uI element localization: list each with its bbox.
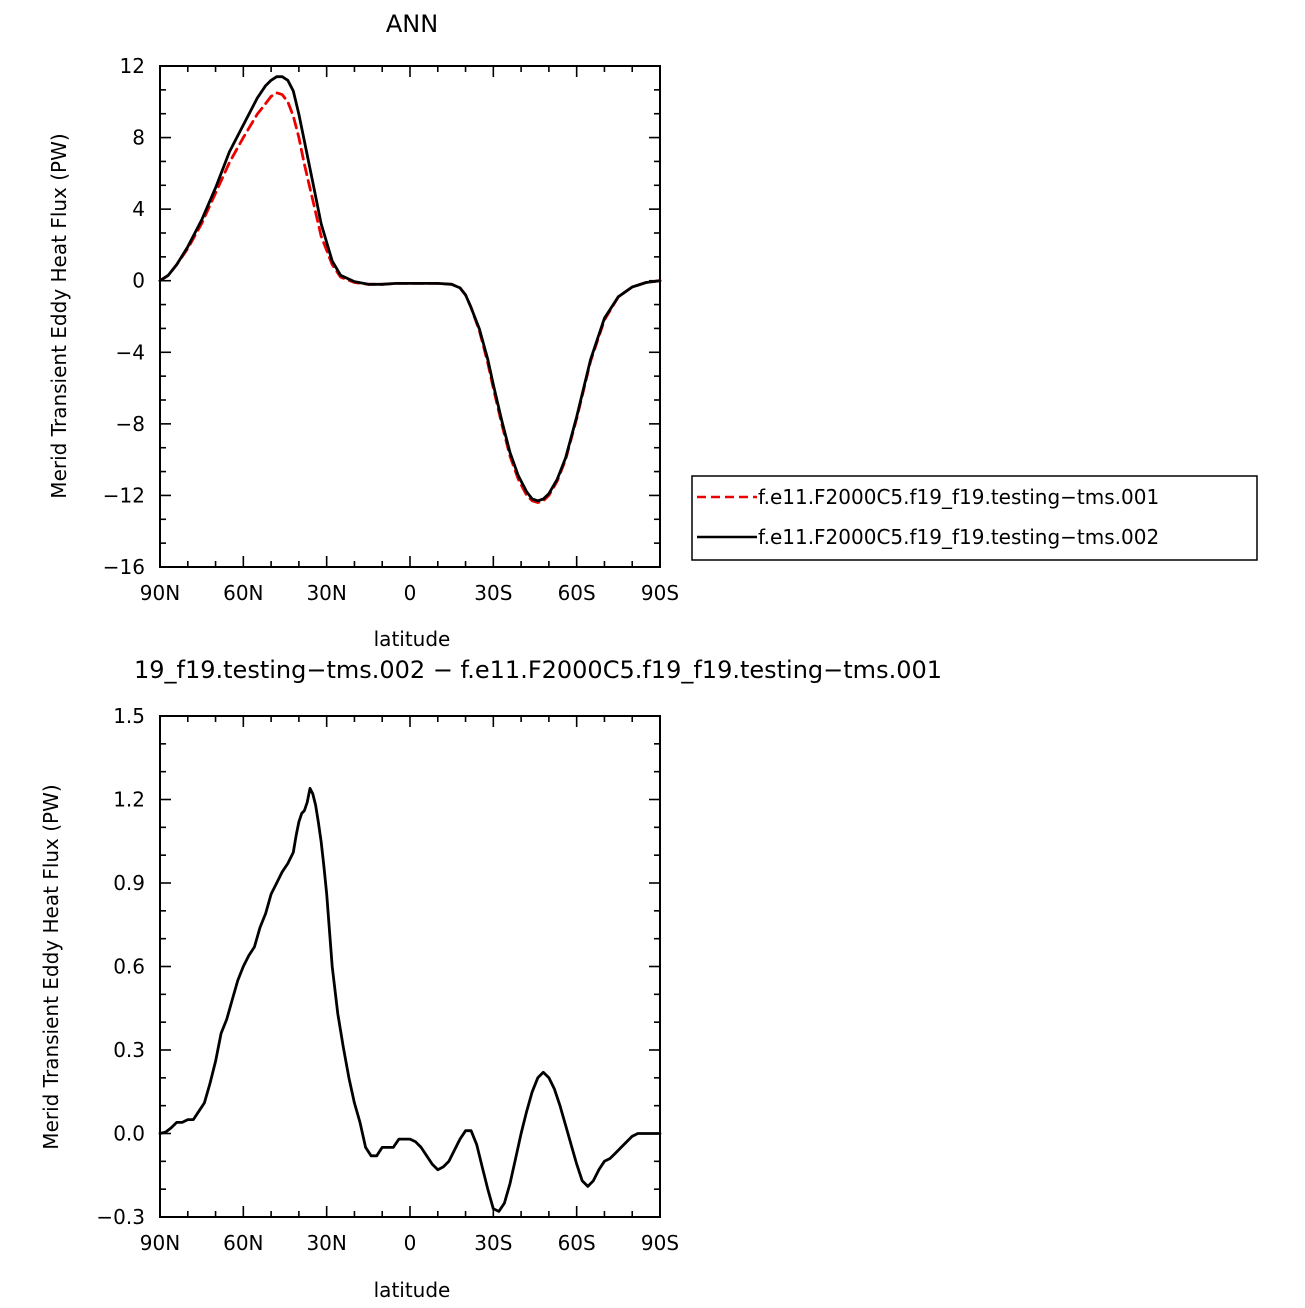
x-tick-label: 30S — [474, 581, 512, 605]
x-tick-label: 90N — [140, 1231, 180, 1255]
x-tick-label: 30N — [306, 581, 346, 605]
bottom-panel: 19_f19.testing−tms.002 − f.e11.F2000C5.f… — [39, 656, 942, 1302]
bottom-plot-area: 90N 60N 30N 0 30S 60S 90S 1.5 1.2 0.9 0.6 0.3 0.0 −0.… — [96, 704, 679, 1255]
chart-title: ANN — [386, 10, 438, 38]
legend-box — [691, 475, 1258, 561]
legend-label-series-1: f.e11.F2000C5.f19_f19.testing−tms.001 — [758, 485, 1159, 509]
y-axis-title: Merid Transient Eddy Heat Flux (PW) — [47, 133, 71, 498]
top-plot-area: 90N 60N 30N 0 30S 60S 90S 12 8 4 0 −4 −8 −12 −16 — [103, 54, 679, 605]
legend-label-series-2: f.e11.F2000C5.f19_f19.testing−tms.002 — [758, 525, 1159, 549]
x-tick-label: 30S — [474, 1231, 512, 1255]
y-tick-label: 0.0 — [113, 1122, 145, 1146]
y-tick-label: −0.3 — [96, 1205, 145, 1229]
y-tick-label: 1.5 — [113, 704, 145, 728]
legend: f.e11.F2000C5.f19_f19.testing−tms.001 f.… — [691, 475, 1258, 561]
series-line-1 — [158, 91, 662, 505]
y-tick-label: 4 — [132, 197, 145, 221]
difference-chart-title: 19_f19.testing−tms.002 − f.e11.F2000C5.f… — [134, 656, 942, 684]
y-tick-label: 0.3 — [113, 1038, 145, 1062]
x-tick-label: 0 — [404, 1231, 417, 1255]
y-tick-label: 12 — [120, 54, 145, 78]
y-tick-label: 0 — [132, 269, 145, 293]
y-tick-label: −4 — [116, 340, 145, 364]
x-tick-label: 60S — [558, 581, 596, 605]
x-tick-label: 90N — [140, 581, 180, 605]
series-line-2 — [158, 75, 662, 503]
y-tick-label: 8 — [132, 126, 145, 150]
top-panel: ANN 90N 60N 30N 0 30S 60S 90S 12 8 4 0 −4 −8 −12 −16 l… — [47, 10, 1258, 651]
plot-frame — [159, 715, 661, 1218]
y-axis-title: Merid Transient Eddy Heat Flux (PW) — [39, 784, 63, 1149]
y-tick-label: 1.2 — [113, 788, 145, 812]
x-tick-label: 60S — [558, 1231, 596, 1255]
y-tick-label: −16 — [103, 555, 145, 579]
y-tick-label: 0.6 — [113, 955, 145, 979]
x-tick-label: 90S — [641, 581, 679, 605]
x-tick-label: 0 — [404, 581, 417, 605]
x-tick-label: 60N — [223, 581, 263, 605]
x-axis-title: latitude — [374, 627, 451, 651]
series-line-1 — [158, 787, 662, 1213]
x-tick-label: 90S — [641, 1231, 679, 1255]
x-tick-label: 30N — [306, 1231, 346, 1255]
y-tick-label: −12 — [103, 483, 145, 507]
y-tick-label: −8 — [116, 412, 145, 436]
x-axis-title: latitude — [374, 1278, 451, 1302]
x-tick-label: 60N — [223, 1231, 263, 1255]
y-tick-label: 0.9 — [113, 871, 145, 895]
